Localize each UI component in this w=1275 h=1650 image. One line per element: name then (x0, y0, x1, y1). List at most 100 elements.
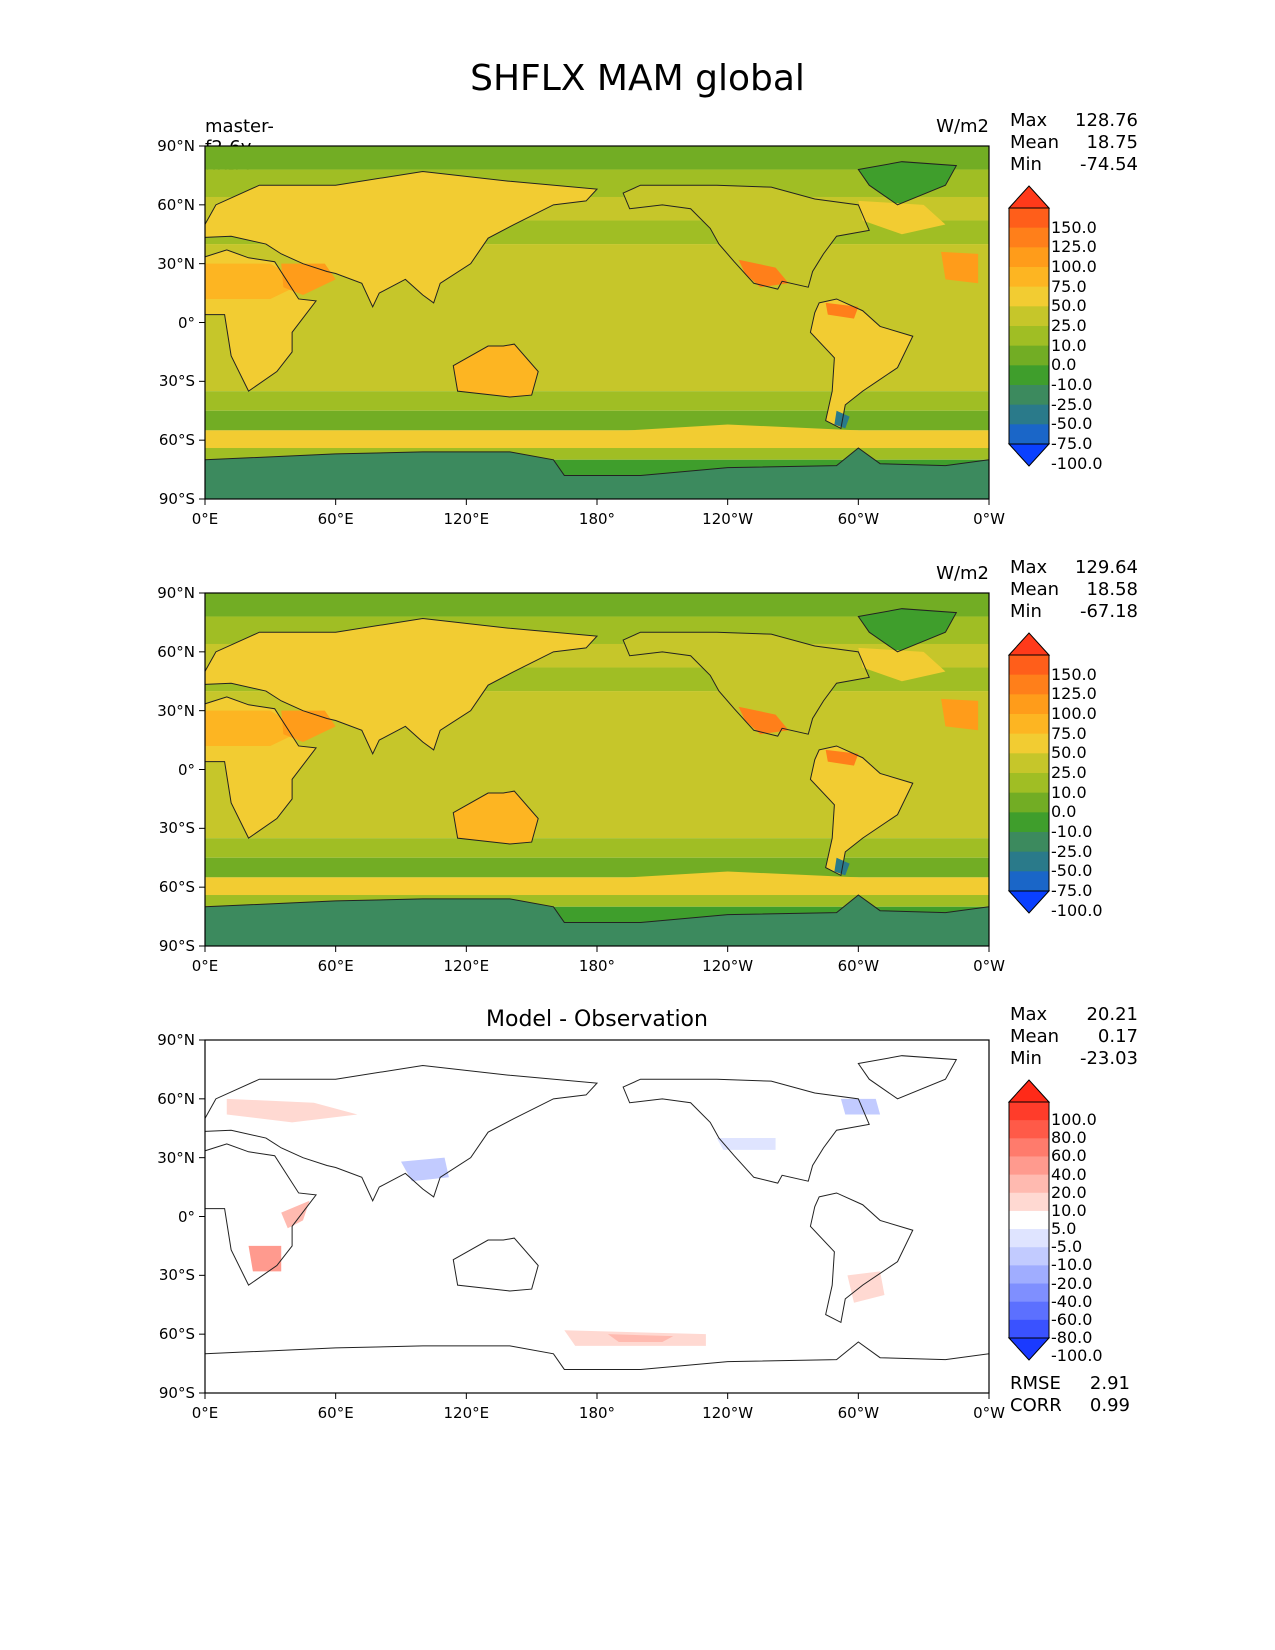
y-tick-label: 30°S (158, 819, 195, 838)
anomaly-patch (847, 1271, 885, 1303)
coastline-eurasia (205, 170, 599, 308)
units-label: W/m2 (936, 116, 989, 137)
colorbar-segment (1009, 1138, 1049, 1157)
colorbar-segment (1009, 655, 1049, 676)
field-band (205, 146, 989, 170)
anomaly-patch (607, 1334, 674, 1343)
stat-row: Max 129.64 (1010, 557, 1138, 579)
colorbar-segment (1009, 227, 1049, 248)
colorbar-segment (1009, 1192, 1049, 1212)
coastline-namerica (622, 631, 870, 737)
y-tick-label: 30°N (157, 1148, 195, 1167)
x-tick-label: 60°E (317, 510, 354, 528)
x-tick-label: 120°W (702, 1404, 754, 1422)
coastline-africa (205, 1143, 317, 1286)
coastline-antarctica (205, 1341, 989, 1393)
stat-value: -74.54 (1079, 154, 1138, 175)
units-label: W/m2 (936, 563, 989, 584)
colorbar-tick-label: 60.0 (1051, 1146, 1087, 1166)
colorbar-extend-min (1007, 890, 1051, 914)
colorbar-segment (1009, 385, 1049, 406)
colorbar-segment (1009, 1102, 1049, 1121)
coastline-greenland (857, 1055, 958, 1100)
colorbar-frame (1008, 654, 1050, 892)
anomaly-patch (248, 1245, 282, 1272)
colorbar-tick-label: 80.0 (1051, 1128, 1087, 1148)
colorbar-tick-label: 0.0 (1051, 355, 1077, 375)
coastline-samerica (809, 1192, 914, 1324)
colorbar-segment (1009, 1156, 1049, 1176)
colorbar-tick-label: -80.0 (1051, 1328, 1093, 1347)
colorbar-tick-label: -10.0 (1051, 375, 1093, 394)
colorbar-tick-label: 150.0 (1051, 217, 1097, 237)
y-tick-label: 30°S (158, 372, 195, 391)
stat-name: Max (1010, 1004, 1048, 1025)
anomaly-patch (226, 1098, 358, 1123)
colorbar-extend-max (1007, 185, 1051, 209)
stat-row: Min -23.03 (1010, 1048, 1138, 1070)
anomaly-patch (840, 1098, 881, 1115)
field-band (205, 410, 989, 431)
x-tick-label: 120°W (702, 510, 754, 528)
y-tick-label: 0° (177, 760, 195, 779)
coastline-eurasia (205, 617, 599, 755)
hotspot-labrador (858, 647, 946, 682)
x-tick-label: 0°E (191, 1404, 219, 1422)
land-field-australia (453, 344, 539, 398)
coastline-eurasia (205, 1064, 599, 1202)
colorbar-tick-label: 40.0 (1051, 1164, 1087, 1184)
stat-name: Mean (1010, 579, 1060, 600)
stat-value: 18.75 (1086, 132, 1138, 153)
y-tick-label: 90°S (158, 490, 195, 508)
colorbar-segment (1009, 832, 1049, 853)
colorbar-tick-label: 125.0 (1051, 237, 1097, 257)
map-plot (199, 1039, 990, 1399)
colorbar-tick-label: 20.0 (1051, 1182, 1087, 1202)
hotspot-venezuela (825, 749, 859, 766)
colorbar-segment (1009, 714, 1049, 735)
colorbar-tick-label: 25.0 (1051, 316, 1087, 335)
coastline-australia (452, 790, 539, 845)
colorbar-segment (1009, 267, 1049, 288)
hotspot-arabia (281, 710, 336, 743)
metric-name: RMSE (1010, 1373, 1061, 1394)
colorbar-tick-label: -25.0 (1051, 394, 1093, 414)
y-tick-label: 60°N (157, 195, 195, 214)
colorbar-segment (1009, 871, 1049, 892)
y-tick-label: 60°S (158, 878, 195, 897)
y-tick-label: 30°N (157, 701, 195, 720)
colorbar-tick-label: 10.0 (1051, 782, 1087, 802)
coldspot-patagonia (834, 410, 850, 429)
coastline-australia (452, 1237, 539, 1292)
colorbar-segment (1009, 1301, 1049, 1321)
x-tick-label: 0°E (191, 957, 219, 975)
colorbar-tick-label: 100.0 (1051, 704, 1097, 723)
x-tick-label: 180° (578, 957, 616, 975)
colorbar-tick-label: -10.0 (1051, 822, 1093, 841)
colorbar-tick-label: -40.0 (1051, 1291, 1093, 1311)
field-band (531, 424, 859, 449)
y-tick-label: 90°N (157, 137, 195, 155)
land-field-eurasia (205, 618, 597, 754)
colorbar-extend-min (1007, 1337, 1051, 1361)
stat-value: -67.18 (1079, 601, 1138, 622)
coastline-samerica (809, 298, 914, 430)
y-tick-label: 90°N (157, 584, 195, 602)
x-tick-label: 0°E (191, 510, 219, 528)
field-band (531, 871, 859, 896)
field-band (205, 593, 989, 617)
colorbar-segment (1009, 851, 1049, 872)
stat-value: 128.76 (1075, 110, 1138, 131)
x-tick-label: 60°W (837, 1404, 880, 1422)
colorbar-tick-label: -100.0 (1051, 1346, 1103, 1366)
y-tick-label: 60°N (157, 1089, 195, 1108)
colorbar-extend-max (1007, 1079, 1051, 1103)
y-tick-label: 90°S (158, 1384, 195, 1402)
colorbar-segment (1009, 1174, 1049, 1194)
colorbar-segment (1009, 1283, 1049, 1303)
stat-name: Max (1010, 110, 1048, 131)
colorbar-segment (1009, 694, 1049, 715)
y-tick-label: 60°S (158, 1325, 195, 1344)
coastline-samerica (809, 745, 914, 877)
stat-name: Min (1010, 1048, 1042, 1069)
